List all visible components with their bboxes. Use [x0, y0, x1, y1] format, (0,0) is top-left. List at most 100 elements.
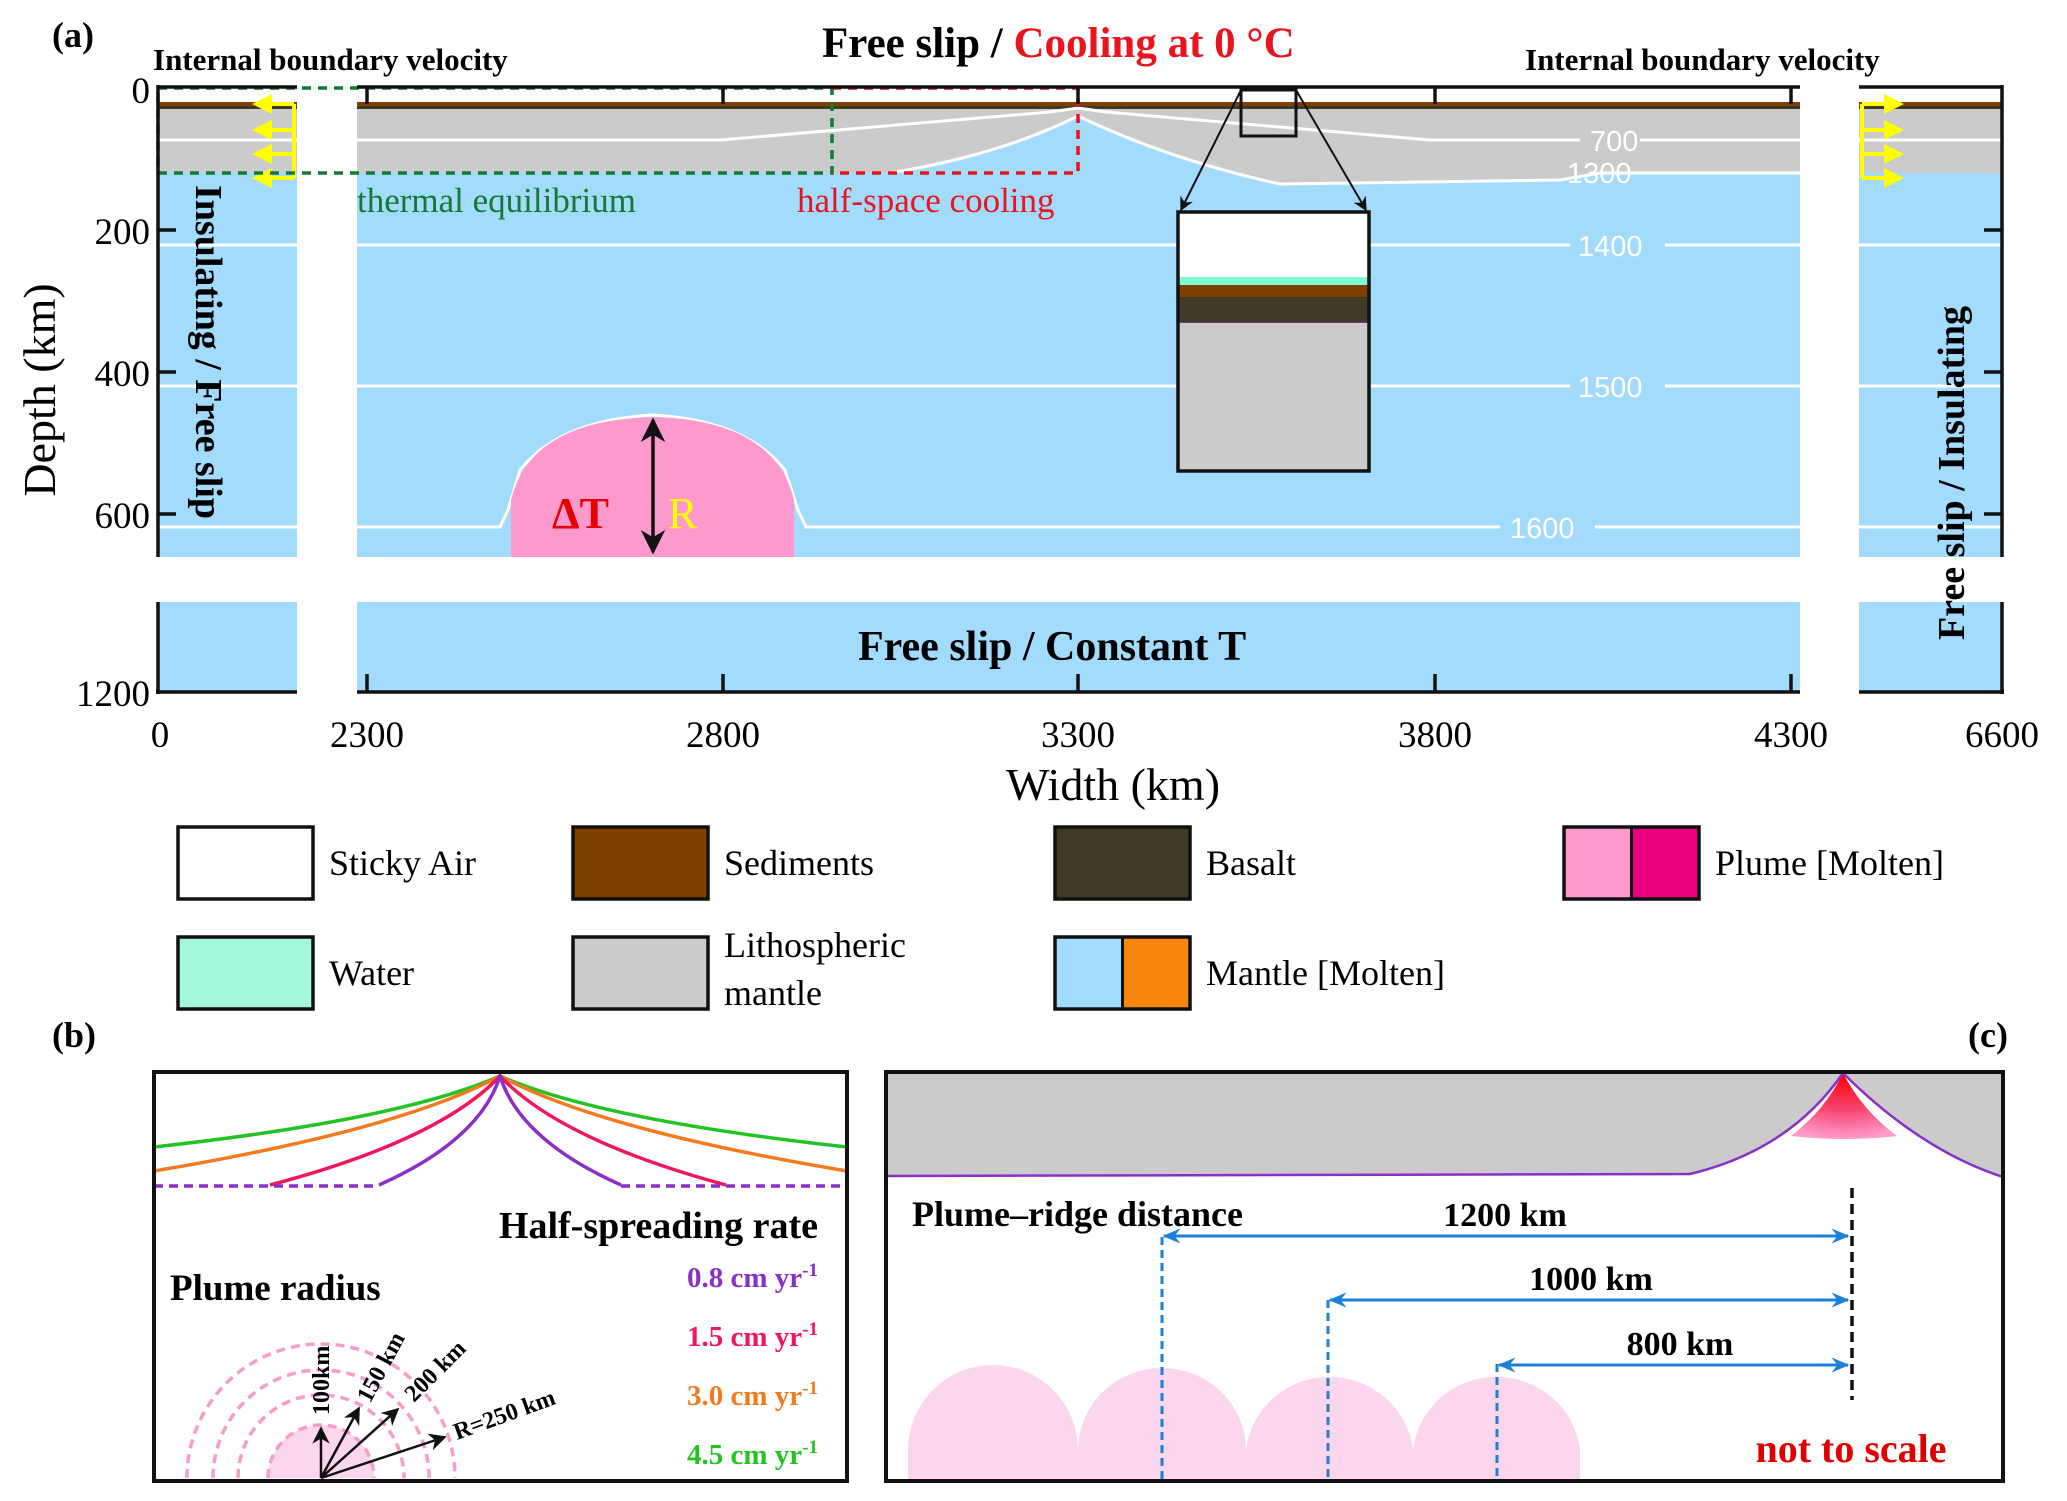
- legend: Sticky Air Sediments Basalt Plume [Molten] W…: [176, 825, 1944, 1013]
- panel-c: (c) Plume–ridge distance 1200 km 1000 km…: [884, 1015, 2008, 1483]
- right-model-section: Free slip / Insulating: [1859, 87, 2002, 692]
- plume-radius-title: Plume radius: [170, 1268, 381, 1309]
- isotherm-1500-label: 1500: [1578, 372, 1643, 404]
- right-velocity-arrows: [1860, 94, 1904, 188]
- inset-zoom-box: [1176, 210, 1371, 473]
- ridge-melt-zone: [1791, 1073, 1897, 1139]
- rate-legend-item: 4.5 cm yr-1: [687, 1437, 818, 1471]
- panel-a-label: (a): [52, 15, 94, 55]
- isotherm-1600-label: 1600: [1510, 513, 1575, 545]
- half-spreading-title: Half-spreading rate: [499, 1205, 818, 1247]
- x-tick-6600: 6600: [1965, 715, 2039, 756]
- legend-swatch: [178, 937, 313, 1009]
- panel-b-frame: [152, 1070, 849, 1483]
- panel-b-label: (b): [52, 1015, 96, 1055]
- main-lithosphere: [357, 104, 1800, 184]
- isotherm-700-line: [357, 106, 1800, 142]
- isotherm-700-label: 700: [1590, 126, 1638, 158]
- isotherm-1600-line: [357, 413, 1800, 529]
- legend-swatch: [1055, 827, 1190, 899]
- x-tick-2800: 2800: [686, 715, 760, 756]
- rate-legend: 0.8 cm yr-1 1.5 cm yr-1 3.0 cm yr-1 4.5 cm …: [687, 1260, 818, 1471]
- half-space-cooling-label: half-space cooling: [797, 181, 1055, 220]
- curve-0-8-rate: [378, 1070, 622, 1187]
- inset-source-box: [1239, 88, 1298, 138]
- x-tick-labels: 0 2300 2800 3300 3800 4300 6600: [151, 715, 2039, 756]
- legend-item: Sticky Air: [176, 825, 476, 901]
- x-tick-4300: 4300: [1754, 715, 1828, 756]
- y-tick-400: 400: [95, 354, 151, 395]
- legend-item: Plume [Molten]: [1562, 825, 1944, 901]
- delta-t-label: ΔT: [552, 489, 609, 538]
- top-free-slip-text: Free slip /: [822, 20, 1013, 67]
- main-model-section: ΔT R 700 1300 1400 1500 1600 Fre: [357, 87, 1800, 692]
- right-side-boundary-label: Free slip / Insulating: [1931, 306, 1973, 640]
- distance-1000-label: 1000 km: [1529, 1261, 1653, 1298]
- panel-b-frame-bg: [154, 1072, 847, 1481]
- left-model-section: Insulating / Free slip: [158, 87, 297, 692]
- isotherm-700-bg: [1582, 126, 1638, 154]
- plume-distance-arrows: [1162, 1228, 1850, 1373]
- legend-label: Basalt: [1206, 843, 1296, 883]
- plume-radius-circles: [185, 1342, 457, 1479]
- legend-swatch: [1055, 937, 1123, 1009]
- right-sediment: [1859, 102, 2002, 106]
- x-axis-label: Width (km): [1006, 759, 1220, 810]
- legend-label: Mantle [Molten]: [1206, 953, 1445, 993]
- inset-arrow-left: [1180, 89, 1242, 212]
- plume-ridge-distance-title: Plume–ridge distance: [912, 1194, 1243, 1234]
- left-sediment: [158, 102, 297, 106]
- legend-label: Sediments: [724, 843, 874, 883]
- distance-800-label: 800 km: [1627, 1326, 1734, 1363]
- y-axis-label: Depth (km): [14, 283, 65, 496]
- isotherm-1400-label: 1400: [1578, 231, 1643, 263]
- bottom-boundary-label: Free slip / Constant T: [858, 624, 1246, 670]
- panel-c-lithosphere: [886, 1072, 2003, 1177]
- right-sticky-air: [1859, 87, 2002, 103]
- distance-1200-label: 1200 km: [1443, 1197, 1567, 1234]
- legend-item: Water: [176, 935, 414, 1011]
- top-left-boundary-label: Internal boundary velocity: [153, 42, 508, 77]
- top-right-boundary-label: Internal boundary velocity: [1525, 42, 1880, 77]
- legend-item: Sediments: [571, 825, 874, 901]
- legend-swatch: [1564, 827, 1632, 899]
- rate-legend-item: 1.5 cm yr-1: [687, 1319, 818, 1353]
- panel-b: (b) Half-spreading rate 0.8 cm yr-1 1.5 c…: [52, 1015, 849, 1483]
- legend-label: Plume [Molten]: [1715, 843, 1944, 883]
- axes-frame: [156, 85, 2004, 694]
- x-tick-3300: 3300: [1041, 715, 1115, 756]
- right-deep-mantle: [1859, 602, 2002, 692]
- x-tick-0: 0: [151, 715, 170, 756]
- panel-a: (a) Internal boundary velocity Internal …: [14, 15, 2039, 810]
- y-tick-labels: 0 200 400 600 1200: [76, 71, 150, 715]
- plume-distance-verticals: [1160, 1237, 1499, 1480]
- legend-swatch: [1631, 827, 1699, 899]
- y-tick-0: 0: [132, 71, 151, 112]
- isotherm-1300-label: 1300: [1567, 158, 1632, 190]
- rate-legend-item: 3.0 cm yr-1: [687, 1378, 818, 1412]
- top-cooling-text: Cooling at 0 °C: [1013, 20, 1294, 67]
- legend-item: Mantle [Molten]: [1053, 935, 1445, 1011]
- legend-swatch: [178, 827, 313, 899]
- left-velocity-arrows: [252, 94, 296, 188]
- left-basalt: [158, 106, 297, 109]
- left-side-boundary-label: Insulating / Free slip: [187, 185, 229, 519]
- right-basalt: [1859, 106, 2002, 109]
- legend-label: Sticky Air: [329, 843, 476, 883]
- y-tick-600: 600: [95, 496, 151, 537]
- legend-label: Water: [329, 953, 414, 993]
- y-tick-200: 200: [95, 212, 151, 253]
- legend-swatch: [573, 937, 708, 1009]
- plume-radius-arrows: [312, 1406, 447, 1480]
- radius-r-label: R: [668, 489, 698, 538]
- top-boundary-condition: Free slip / Cooling at 0 °C: [822, 20, 1295, 67]
- legend-label: mantle: [724, 973, 822, 1013]
- panel-c-frame: [884, 1070, 2005, 1483]
- inset-arrow-right: [1295, 89, 1367, 212]
- legend-swatch: [1122, 937, 1190, 1009]
- legend-label: Lithospheric: [724, 925, 906, 965]
- left-deep-mantle: [158, 602, 297, 692]
- legend-swatch: [573, 827, 708, 899]
- x-tick-3800: 3800: [1398, 715, 1472, 756]
